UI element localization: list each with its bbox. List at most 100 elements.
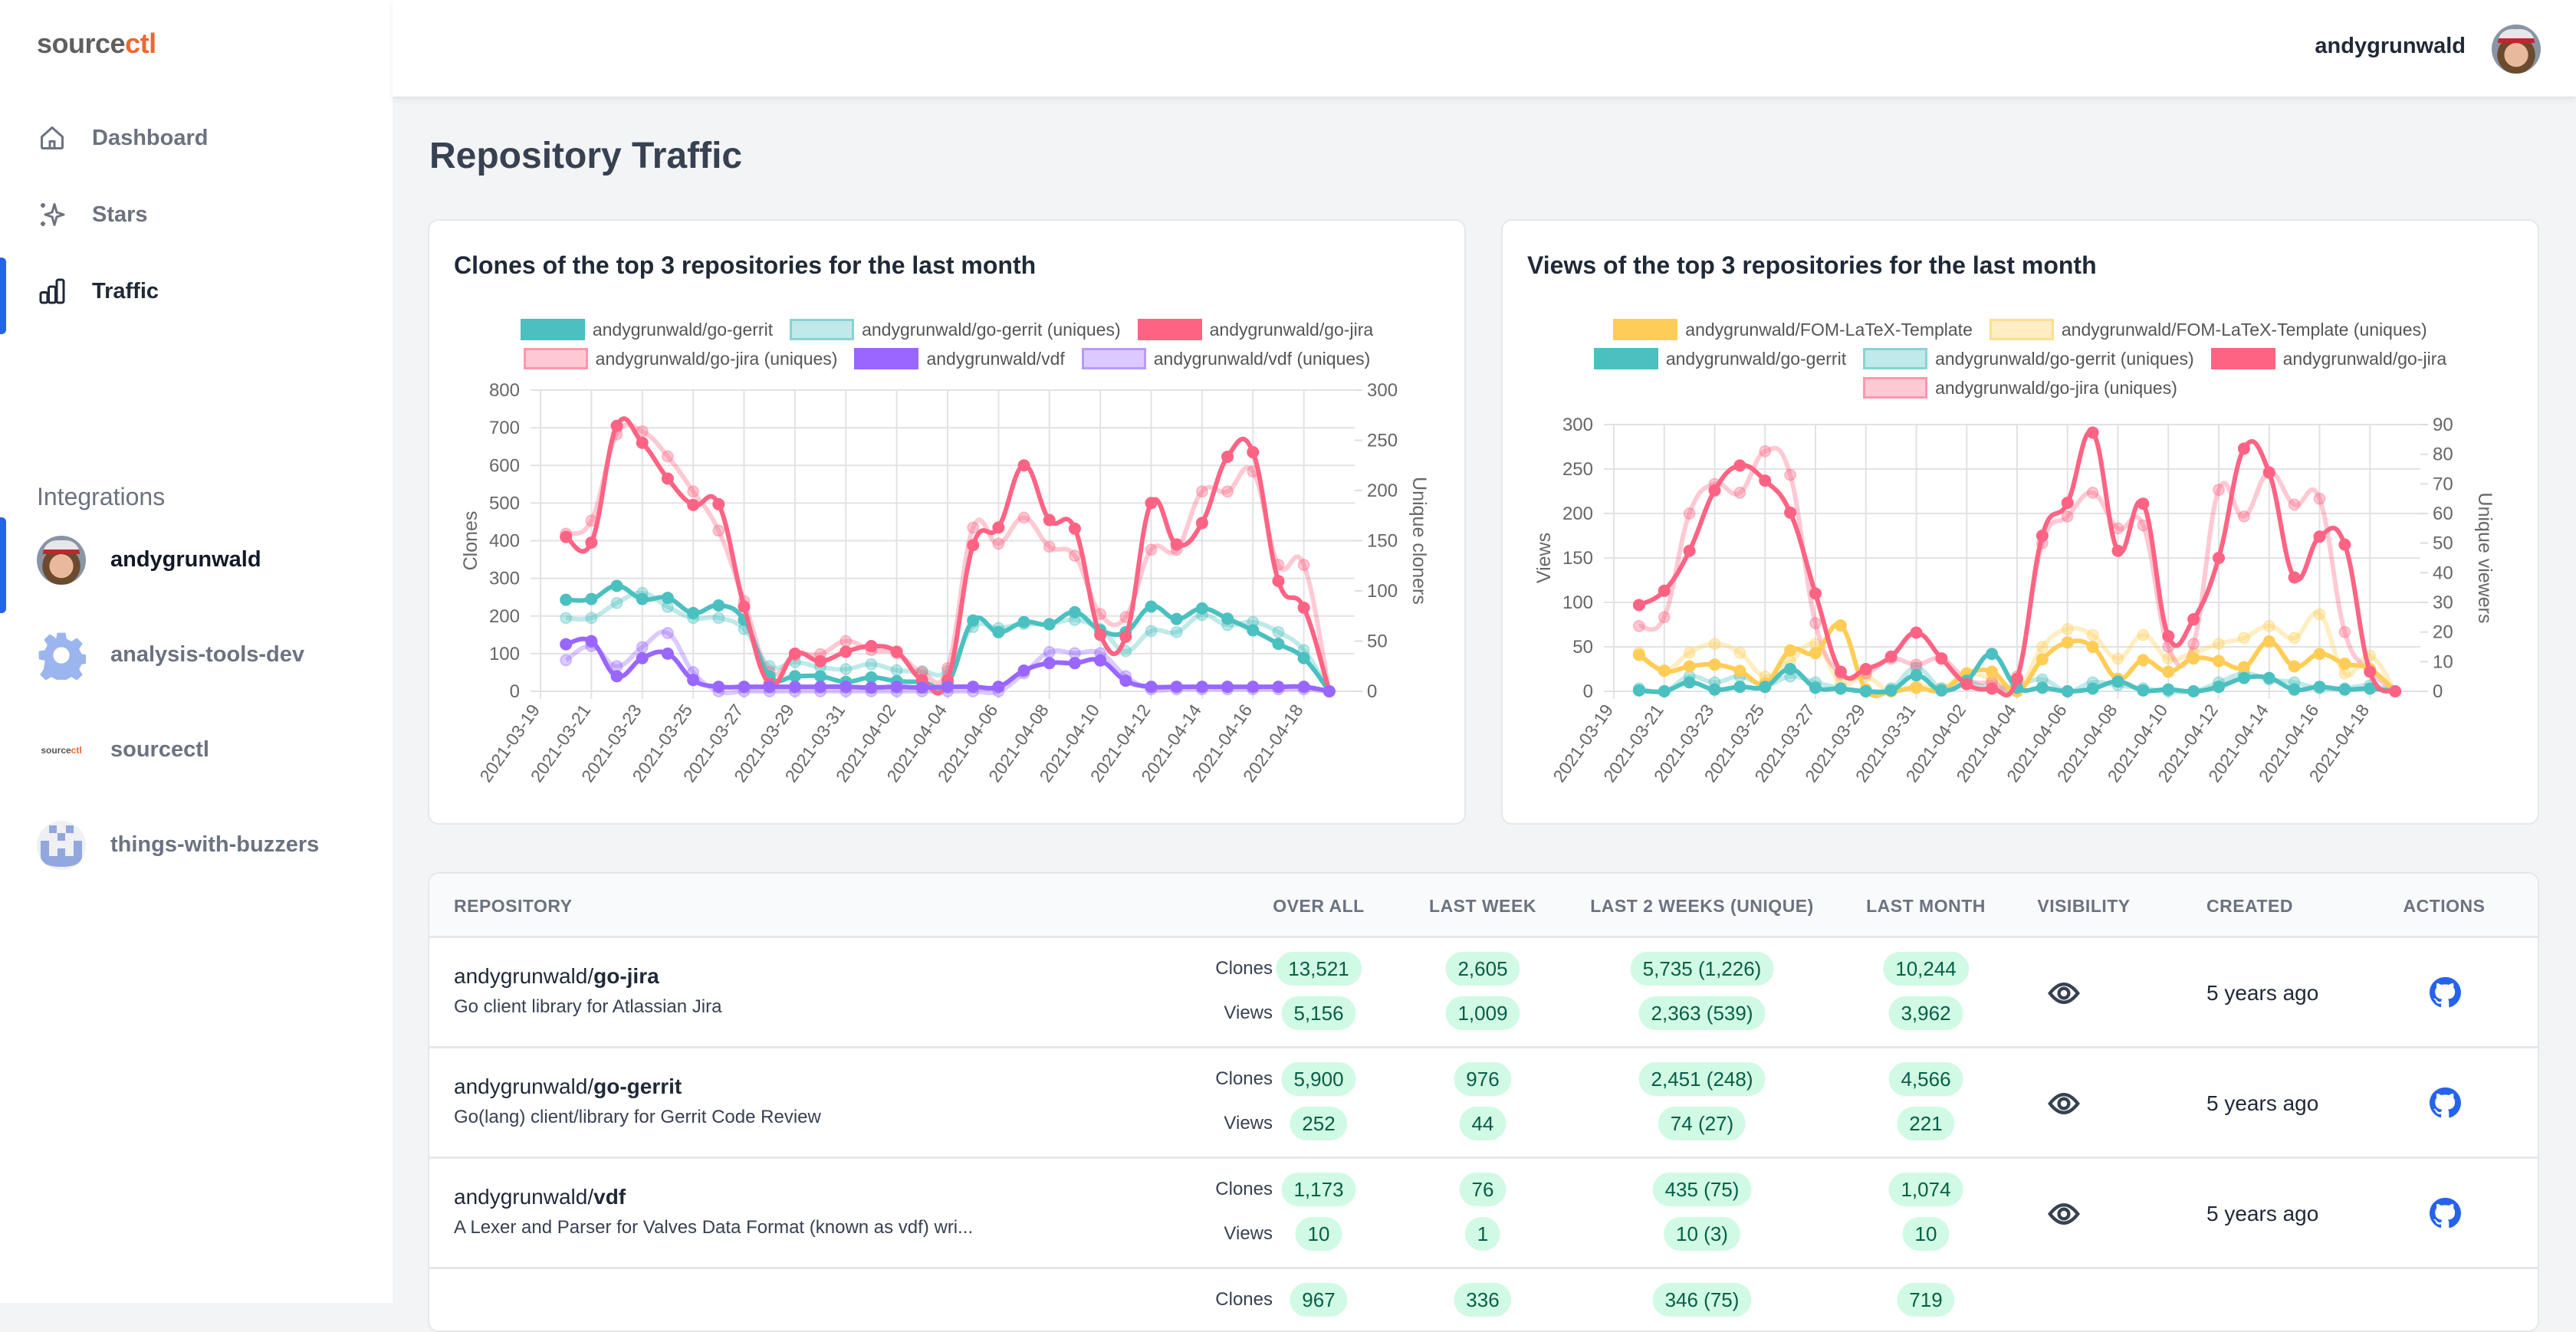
- repo-name[interactable]: andygrunwald/go-gerrit: [454, 1074, 682, 1099]
- data-point: [2288, 571, 2301, 584]
- clones-badge: 719: [1897, 1283, 1955, 1317]
- pixel-logo: [37, 821, 86, 870]
- data-point: [2086, 486, 2099, 499]
- clones-badge: 1,173: [1281, 1173, 1356, 1206]
- data-point: [890, 681, 903, 694]
- data-point: [2313, 608, 2326, 621]
- data-point: [1733, 664, 1746, 677]
- integrations-heading: Integrations: [37, 483, 166, 510]
- app-logo[interactable]: sourcectl: [37, 28, 156, 60]
- legend-item[interactable]: andygrunwald/go-jira: [1137, 319, 1373, 340]
- bar-chart-icon: [39, 278, 65, 304]
- data-point: [992, 625, 1005, 638]
- created-date: 5 years ago: [2206, 981, 2319, 1005]
- legend-item[interactable]: andygrunwald/FOM-LaTeX-Template (uniques…: [1989, 319, 2427, 340]
- legend-item[interactable]: andygrunwald/go-jira (uniques): [523, 348, 837, 369]
- legend-swatch: [1081, 348, 1146, 369]
- y-tick-label: 50: [1572, 637, 1593, 658]
- data-point: [1708, 638, 1721, 651]
- data-point: [1068, 605, 1081, 618]
- legend-item[interactable]: andygrunwald/FOM-LaTeX-Template: [1613, 319, 1973, 340]
- data-point: [1119, 674, 1132, 687]
- clones-chart: 0 100 200 300 400 500 600 700 800 0 50 100 150 200 250…: [460, 380, 1430, 786]
- data-point: [1935, 684, 1948, 697]
- metric-label: Views: [1224, 1113, 1273, 1134]
- y-tick-label: 0: [1583, 681, 1593, 702]
- data-point: [992, 537, 1005, 550]
- data-point: [2162, 630, 2175, 643]
- legend-item[interactable]: andygrunwald/go-gerrit (uniques): [790, 319, 1121, 340]
- data-point: [687, 674, 700, 687]
- active-indicator: [0, 517, 6, 613]
- data-point: [585, 612, 598, 625]
- legend-label: andygrunwald/FOM-LaTeX-Template (uniques…: [2061, 319, 2427, 340]
- data-point: [967, 539, 980, 552]
- data-point: [1809, 617, 1822, 630]
- data-point: [840, 635, 853, 648]
- repo-name[interactable]: andygrunwald/go-jira: [454, 964, 659, 989]
- data-point: [1910, 626, 1923, 639]
- logo-text: source: [37, 28, 126, 59]
- data-point: [1986, 682, 1999, 695]
- legend-item[interactable]: andygrunwald/vdf (uniques): [1081, 348, 1370, 369]
- data-point: [1986, 665, 1999, 678]
- column-header: VISIBILITY: [2037, 896, 2131, 916]
- views-badge: 1,009: [1445, 996, 1520, 1030]
- data-point: [2262, 466, 2275, 479]
- y2-tick-label: 50: [1367, 632, 1388, 652]
- chart-title: Clones of the top 3 repositories for the…: [454, 251, 1037, 279]
- data-point: [1221, 681, 1234, 694]
- user-menu-name[interactable]: andygrunwald: [2315, 34, 2466, 58]
- data-point: [1195, 485, 1208, 498]
- chart-legend: andygrunwald/go-gerrit andygrunwald/go-ge…: [429, 319, 1464, 369]
- data-point: [890, 645, 903, 658]
- github-icon[interactable]: [2429, 976, 2461, 1009]
- repo-description: A Lexer and Parser for Valves Data Forma…: [454, 1217, 974, 1238]
- repo-owner: andygrunwald/: [454, 1074, 594, 1098]
- repo-name[interactable]: andygrunwald/vdf: [454, 1185, 626, 1209]
- legend-item[interactable]: andygrunwald/go-jira (uniques): [1863, 377, 2177, 399]
- github-icon[interactable]: [2429, 1087, 2461, 1119]
- data-point: [738, 600, 751, 613]
- legend-item[interactable]: andygrunwald/go-gerrit: [1593, 348, 1846, 369]
- data-point: [1910, 681, 1923, 694]
- data-point: [2288, 660, 2301, 673]
- integration-things-with-buzzers[interactable]: things-with-buzzers: [0, 803, 393, 887]
- eye-icon: [2048, 1203, 2080, 1225]
- user-avatar[interactable]: [2492, 25, 2541, 74]
- data-point: [865, 640, 878, 653]
- integration-label: analysis-tools-dev: [110, 642, 305, 667]
- integration-analysis-tools-dev[interactable]: analysis-tools-dev: [0, 613, 393, 697]
- data-point: [2237, 661, 2250, 674]
- data-point: [2237, 510, 2250, 523]
- data-point: [1859, 685, 1872, 697]
- legend-item[interactable]: andygrunwald/vdf: [854, 348, 1065, 369]
- github-icon[interactable]: [2429, 1197, 2461, 1229]
- data-point: [2187, 685, 2200, 697]
- legend-item[interactable]: andygrunwald/go-jira: [2210, 348, 2447, 369]
- clones-badge: 435 (75): [1652, 1173, 1752, 1206]
- clones-chart-card: Clones of the top 3 repositories for the…: [428, 219, 1466, 825]
- data-point: [814, 681, 827, 694]
- sidebar-item-dashboard[interactable]: Dashboard: [0, 100, 393, 176]
- clones-badge: 2,451 (248): [1638, 1062, 1766, 1096]
- legend-item[interactable]: andygrunwald/go-gerrit: [520, 319, 773, 340]
- data-point: [814, 655, 827, 668]
- legend-item[interactable]: andygrunwald/go-gerrit (uniques): [1863, 348, 2194, 369]
- legend-label: andygrunwald/go-jira: [2282, 348, 2447, 369]
- data-point: [1658, 611, 1671, 624]
- data-point: [1632, 648, 1645, 661]
- sidebar-item-stars[interactable]: Stars: [0, 176, 393, 253]
- integration-sourcectl[interactable]: sourcectl sourcectl: [0, 708, 393, 792]
- sidebar-item-traffic[interactable]: Traffic: [0, 253, 393, 330]
- sidebar-item-label: Traffic: [92, 278, 159, 303]
- data-point: [1068, 647, 1081, 660]
- data-point: [788, 670, 801, 683]
- data-point: [687, 485, 700, 498]
- integration-andygrunwald[interactable]: andygrunwald: [0, 518, 393, 602]
- data-point: [636, 436, 649, 449]
- data-point: [2162, 683, 2175, 696]
- data-point: [1272, 681, 1285, 694]
- y-tick-label: 600: [489, 455, 520, 476]
- column-header: LAST MONTH: [1866, 896, 1986, 916]
